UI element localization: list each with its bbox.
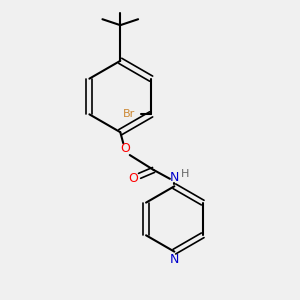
Text: Br: Br <box>123 109 135 119</box>
Text: O: O <box>128 172 138 185</box>
Text: H: H <box>181 169 189 179</box>
Text: N: N <box>170 171 179 184</box>
Text: O: O <box>120 142 130 155</box>
Text: N: N <box>170 253 179 266</box>
